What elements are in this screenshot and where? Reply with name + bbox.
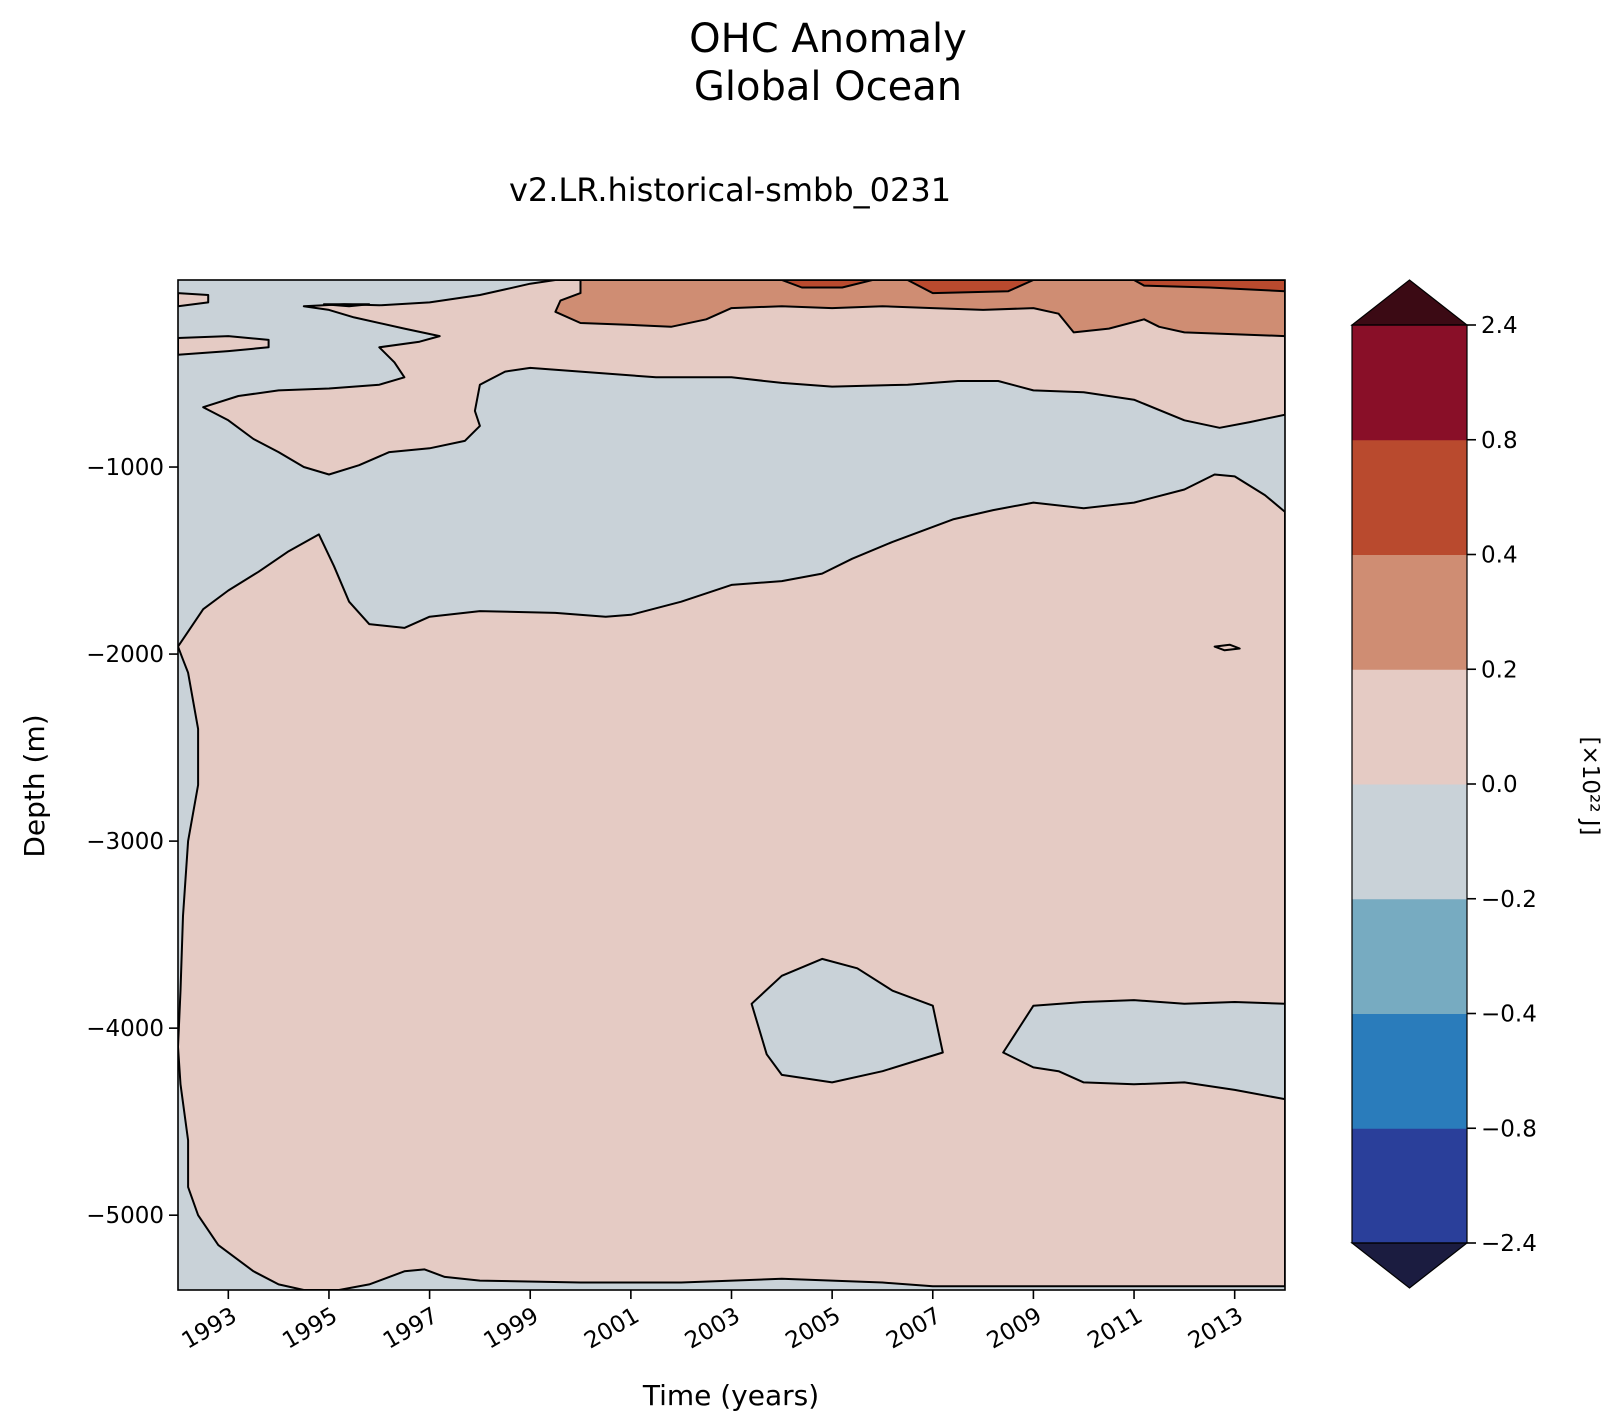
x-tick-label: 2007 — [882, 1303, 946, 1355]
y-tick-label: −4000 — [86, 1016, 164, 1042]
y-tick-label: −3000 — [86, 829, 164, 855]
x-tick-label: 1995 — [278, 1303, 342, 1355]
contour-region-3 — [1002, 999, 1285, 1101]
contour-region-10 — [906, 280, 1035, 295]
contour-region-6 — [178, 292, 210, 308]
x-tick-label: 2011 — [1083, 1303, 1147, 1355]
contour-region-1 — [178, 473, 1285, 1290]
chart-subtitle: v2.LR.historical-smbb_0231 — [509, 171, 951, 209]
contour-region-5 — [178, 335, 270, 356]
colorbar-tick-label: −0.2 — [1481, 887, 1537, 913]
x-tick-label: 2005 — [781, 1303, 845, 1355]
x-tick-label: 1999 — [480, 1303, 544, 1355]
colorbar-segment — [1352, 669, 1467, 785]
x-axis-label: Time (years) — [642, 1379, 819, 1412]
x-tick-label: 2013 — [1184, 1303, 1248, 1355]
x-tick-label: 2003 — [681, 1303, 745, 1355]
contour-region-9 — [780, 280, 874, 289]
colorbar: −2.4 −0.8 −0.4 −0.2 0.0 0.2 0.4 0.8 2.4 — [1350, 279, 1537, 1289]
colorbar-over-extension — [1350, 279, 1469, 326]
colorbar-tick-label: −0.4 — [1481, 1002, 1537, 1028]
contour-region-12 — [1213, 643, 1241, 652]
colorbar-tick-label: 2.4 — [1481, 313, 1518, 339]
x-tick-label: 1997 — [379, 1303, 443, 1355]
contour-fills — [178, 280, 1285, 1290]
contour-region-11 — [1133, 280, 1285, 293]
colorbar-segment — [1352, 439, 1467, 555]
colorbar-segment — [1352, 784, 1467, 900]
contour-region-7 — [322, 303, 371, 308]
colorbar-segment — [1352, 1128, 1467, 1244]
colorbar-tick-label: −2.4 — [1481, 1231, 1537, 1257]
colorbar-tick-label: 0.0 — [1481, 772, 1518, 798]
x-tick-label: 2001 — [580, 1303, 644, 1355]
x-tick-label: 1993 — [178, 1303, 242, 1355]
colorbar-tick-label: −0.8 — [1481, 1116, 1537, 1142]
colorbar-tick-label: 0.2 — [1481, 657, 1518, 683]
colorbar-under-extension — [1350, 1242, 1469, 1289]
contour-region-2 — [750, 957, 944, 1084]
colorbar-label: [×10²² J] — [1577, 736, 1603, 835]
y-tick-label: −5000 — [86, 1203, 164, 1229]
y-axis: −1000 −2000 −3000 −4000 −5000 — [86, 455, 178, 1229]
x-tick-label: 2009 — [983, 1303, 1047, 1355]
y-tick-label: −2000 — [86, 642, 164, 668]
colorbar-segment — [1352, 1013, 1467, 1129]
colorbar-tick-label: 0.8 — [1481, 428, 1518, 454]
colorbar-segment — [1352, 325, 1467, 441]
y-tick-label: −1000 — [86, 455, 164, 481]
chart-title-line-1: OHC Anomaly — [689, 16, 967, 62]
x-axis: 1993 1995 1997 1999 2001 2003 2005 2007 2009 2011… — [178, 1290, 1248, 1354]
contour-region-4 — [202, 280, 1285, 476]
chart-title-line-2: Global Ocean — [694, 64, 962, 110]
colorbar-segment — [1352, 898, 1467, 1014]
y-axis-label: Depth (m) — [18, 714, 51, 857]
plot-area — [177, 279, 1286, 1291]
colorbar-tick-label: 0.4 — [1481, 543, 1518, 569]
colorbar-segment — [1352, 554, 1467, 670]
contour-region-8 — [554, 280, 1285, 338]
